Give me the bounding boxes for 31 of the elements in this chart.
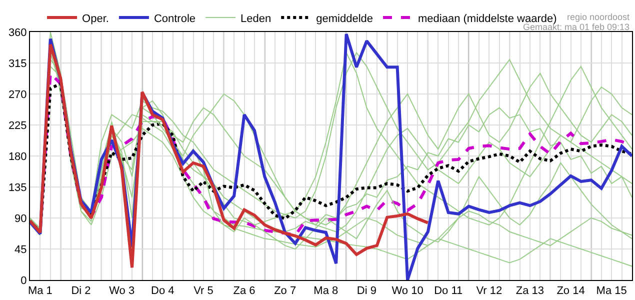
x-tick-label: Vr 12 [476, 285, 502, 298]
x-tick-label: Ma 15 [596, 285, 627, 298]
y-tick-label: 0 [20, 274, 27, 287]
legend-label: mediaan (middelste waarde) [418, 12, 557, 25]
x-tick-label: Zo 7 [274, 285, 296, 298]
y-tick-label: 45 [14, 244, 27, 256]
legend-label: gemiddelde [316, 12, 373, 25]
x-tick-label: Zo 14 [556, 285, 585, 298]
x-tick-label: Ma 1 [28, 285, 52, 298]
x-tick-label: Di 2 [71, 285, 91, 298]
y-tick-label: 90 [14, 212, 27, 225]
x-tick-label: Do 11 [434, 285, 463, 298]
annotation: Gemaakt: ma 01 feb 09:13 [523, 22, 630, 32]
x-tick-label: Za 13 [516, 285, 544, 298]
legend-label: Oper. [82, 12, 109, 25]
x-tick-label: Di 9 [356, 285, 376, 298]
y-tick-label: 135 [8, 182, 27, 194]
legend-label: Controle [154, 12, 196, 25]
y-tick-label: 180 [8, 150, 27, 163]
y-tick-label: 225 [8, 120, 27, 132]
y-tick-label: 360 [8, 26, 27, 39]
x-tick-label: Ma 8 [314, 285, 338, 298]
text: regio noordoost [567, 12, 630, 22]
y-tick-label: 315 [8, 58, 27, 70]
x-tick-label: Za 6 [233, 285, 256, 298]
y-tick-label: 270 [8, 88, 27, 101]
x-tick-label: Vr 5 [194, 285, 214, 298]
x-tick-label: Wo 3 [109, 285, 135, 298]
legend-label: Leden [240, 12, 272, 25]
x-tick-label: Do 4 [151, 285, 174, 298]
x-tick-label: Wo 10 [392, 285, 424, 298]
